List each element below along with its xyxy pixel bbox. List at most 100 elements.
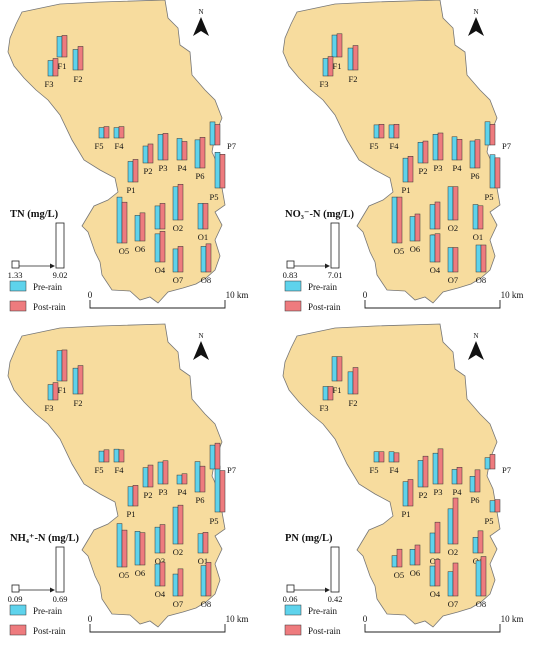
bar-O2-pre-rain [172,186,179,221]
pre-rain-label: Pre-rain [33,282,62,292]
bar-O2-pre-rain [447,186,454,221]
bar-O7-post-rain [452,247,459,273]
bar-O5-post-rain [396,548,403,568]
bar-P7-pre-rain [484,121,491,146]
scale-bar: 0 10 km [363,614,524,633]
post-rain-label: Post-rain [33,302,66,312]
bar-F2-pre-rain [347,371,354,395]
north-arrow-shape [468,341,484,360]
bar-P6-post-rain [199,465,206,493]
scale-start-label: 0 [363,290,368,300]
bar-O5-post-rain [396,196,403,244]
bar-F3-post-rain [52,58,59,77]
bar-F5-pre-rain [98,450,105,463]
bar-P2-post-rain [422,140,429,164]
site-label-P2: P2 [144,490,153,500]
pre-rain-label: Pre-rain [33,606,62,616]
site-label-O1: O1 [198,556,208,566]
bar-O4-post-rain [434,559,441,587]
site-label-O7: O7 [448,599,458,609]
watershed-region [282,0,501,304]
bar-F3-pre-rain [47,384,54,401]
scale-end-label: 10 km [501,614,524,624]
bar-P2-post-rain [422,455,429,488]
site-label-O2: O2 [173,223,183,233]
site-label-F3: F3 [45,79,54,89]
bar-P6-pre-rain [194,461,201,493]
bar-F2-post-rain [77,46,84,71]
map-panel-2: F1F2F3F5F4P1P2P3P4P6P5P7O5O6O3O2O1O4O7O8… [282,0,524,312]
bar-F4-pre-rain [388,124,395,139]
bar-O4-pre-rain [154,563,161,587]
panel-title: PN (mg/L) [285,533,333,544]
site-label-F2: F2 [74,74,83,84]
post-rain-label: Post-rain [308,302,341,312]
bar-O8-post-rain [480,244,487,273]
bar-F5-pre-rain [373,451,380,463]
bar-O5-pre-rain [116,196,123,244]
scale-end-label: 10 km [501,290,524,300]
site-label-P1: P1 [402,509,411,519]
north-arrow-icon: N [468,332,484,360]
bar-O1-post-rain [202,203,209,230]
site-label-P3: P3 [159,163,168,173]
scale-end-label: 10 km [226,290,249,300]
bar-F5-post-rain [103,126,110,139]
bar-O8-post-rain [205,562,212,597]
bar-F5-post-rain [378,123,385,139]
site-label-O6: O6 [410,568,420,578]
bar-F1-post-rain [336,356,343,382]
bar-F4-post-rain [393,123,400,139]
map-panel-4: F1F2F3F5F4P1P2P3P4P6P5P7O5O6O3O2O1O4O7O8… [283,323,524,636]
bar-F3-pre-rain [322,58,329,77]
map-panel-3: F1 F2 F3 F5 F4 P1 P2 P3 P4 P6 P5 P7 O5 O6 O3 O2 O1 O4 O7 O8… [8,323,248,636]
bar-O3-pre-rain [429,204,436,230]
bar-F2-pre-rain [72,49,79,71]
north-arrow-shape [193,341,209,360]
bar-P7-post-rain [214,124,221,146]
north-label: N [473,332,478,340]
bar-P3-post-rain [162,133,169,161]
bar-O4-post-rain [434,233,441,263]
pre-rain-swatch [9,604,27,616]
bar-F1-post-rain [61,349,68,382]
site-label-F4: F4 [390,465,400,475]
bar-P5-pre-rain [214,465,221,513]
bar-F4-post-rain [118,126,125,139]
bar-O2-post-rain [177,183,184,221]
site-label-P6: P6 [471,171,480,181]
bar-P4-pre-rain [451,136,458,161]
bar-P6-pre-rain [194,139,201,169]
watershed-region [7,0,226,304]
max-value-box [330,546,340,593]
bar-P5-pre-rain [489,154,496,189]
site-label-P7: P7 [227,141,236,151]
bar-P6-post-rain [474,469,481,493]
bar-O3-pre-rain [154,526,161,554]
scale-bar: 0 10 km [88,290,249,309]
post-rain-swatch [284,300,302,312]
site-label-O2: O2 [448,223,458,233]
bar-P4-pre-rain [176,474,183,485]
bar-P5-post-rain [219,470,226,513]
min-value-label: 0.09 [8,594,23,604]
bar-O8-pre-rain [200,246,207,273]
bar-F1-pre-rain [56,350,63,382]
site-label-P5: P5 [210,516,219,526]
site-label-F4: F4 [390,141,400,151]
site-label-O1: O1 [473,232,483,242]
pre-rain-label: Pre-rain [308,606,337,616]
scale-start-label: 0 [363,614,368,624]
bar-O3-post-rain [434,521,441,554]
bar-P7-pre-rain [209,444,216,470]
bar-F1-post-rain [61,35,68,58]
bar-O5-post-rain [121,201,128,244]
bar-O8-post-rain [480,556,487,597]
bar-P2-pre-rain [142,145,149,164]
bar-O6-post-rain [414,544,421,566]
bar-O6-pre-rain [134,215,141,242]
bar-P1-pre-rain [402,481,409,507]
bar-O2-post-rain [452,186,459,221]
bar-P2-pre-rain [142,467,149,488]
post-rain-label: Post-rain [33,626,66,636]
